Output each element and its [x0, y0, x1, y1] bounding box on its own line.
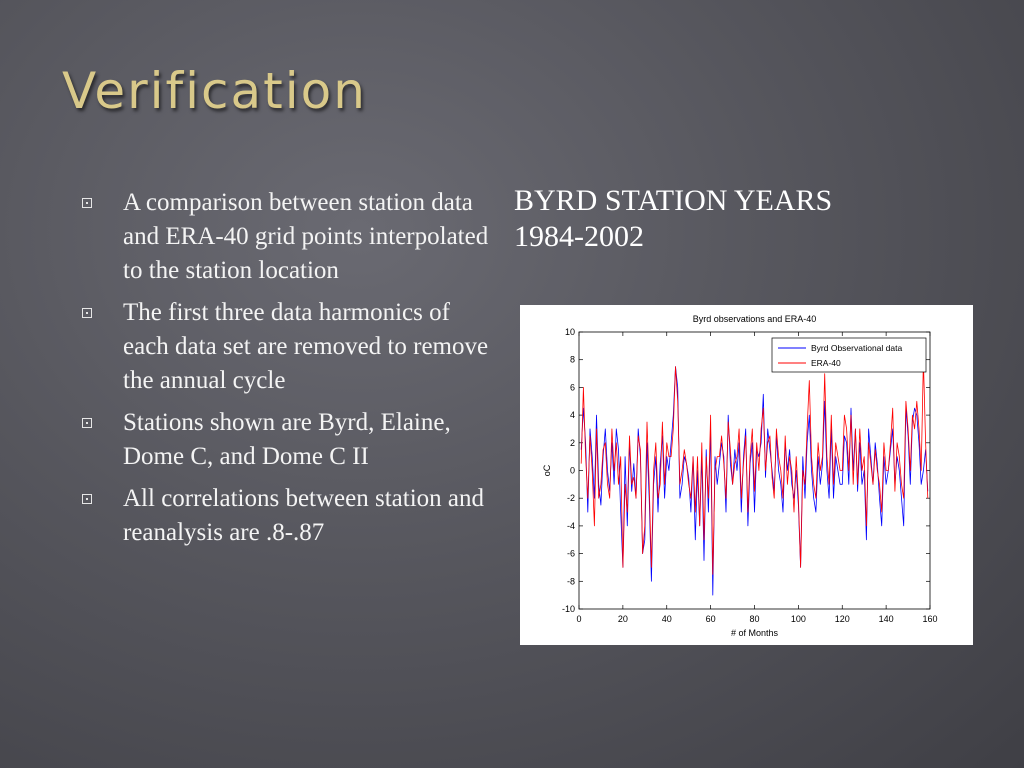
bullet-item: Stations shown are Byrd, Elaine, Dome C,… [80, 406, 500, 474]
y-tick-label: -8 [567, 576, 575, 586]
subtitle-line-2: 1984-2002 [514, 220, 644, 253]
y-tick-label: -6 [567, 549, 575, 559]
bullet-text: All correlations between station and rea… [123, 485, 484, 546]
square-bullet-icon [82, 308, 92, 318]
y-tick-label: -4 [567, 521, 575, 531]
y-tick-label: 10 [565, 327, 575, 337]
legend-label: Byrd Observational data [811, 343, 902, 353]
x-tick-label: 0 [576, 614, 581, 624]
y-tick-label: 8 [570, 355, 575, 365]
x-tick-label: 20 [618, 614, 628, 624]
y-tick-label: -10 [562, 604, 575, 614]
slide-title: Verification [62, 62, 367, 120]
legend-label: ERA-40 [811, 358, 841, 368]
x-tick-label: 60 [706, 614, 716, 624]
y-tick-label: 2 [570, 438, 575, 448]
bullet-item: All correlations between station and rea… [80, 482, 500, 550]
subtitle-line-1: BYRD STATION YEARS [514, 184, 833, 217]
bullet-item: The first three data harmonics of each d… [80, 296, 500, 398]
y-tick-label: 6 [570, 382, 575, 392]
x-tick-label: 120 [835, 614, 850, 624]
line-chart: 0 20 40 60 80 100 120 140 160-10-8-6-4-20246810 … [542, 314, 938, 638]
bullet-text: The first three data harmonics of each d… [123, 299, 489, 394]
x-tick-label: 100 [791, 614, 806, 624]
y-tick-label: -2 [567, 493, 575, 503]
chart-subtitle: BYRD STATION YEARS 1984-2002 [514, 183, 954, 255]
square-bullet-icon [82, 198, 92, 208]
y-tick-label: 0 [570, 466, 575, 476]
square-bullet-icon [82, 418, 92, 428]
x-tick-label: 160 [922, 614, 937, 624]
bullet-text: A comparison between station data and ER… [123, 189, 489, 284]
x-tick-label: 140 [879, 614, 894, 624]
x-tick-label: 40 [662, 614, 672, 624]
legend-box [771, 337, 927, 373]
y-axis-label: oC [542, 464, 552, 476]
bullet-list: A comparison between station data and ER… [80, 186, 500, 558]
square-bullet-icon [82, 494, 92, 504]
chart-title: Byrd observations and ERA-40 [693, 314, 817, 324]
bullet-text: Stations shown are Byrd, Elaine, Dome C,… [123, 409, 451, 470]
series-line [580, 359, 929, 575]
x-tick-label: 80 [749, 614, 759, 624]
chart-panel: 0 20 40 60 80 100 120 140 160 -10 -8 -6 -4 -2 0 2 4 6 8 10 … [520, 305, 973, 645]
y-tick-label: 4 [570, 410, 575, 420]
x-axis-label: # of Months [731, 628, 779, 638]
bullet-item: A comparison between station data and ER… [80, 186, 500, 288]
